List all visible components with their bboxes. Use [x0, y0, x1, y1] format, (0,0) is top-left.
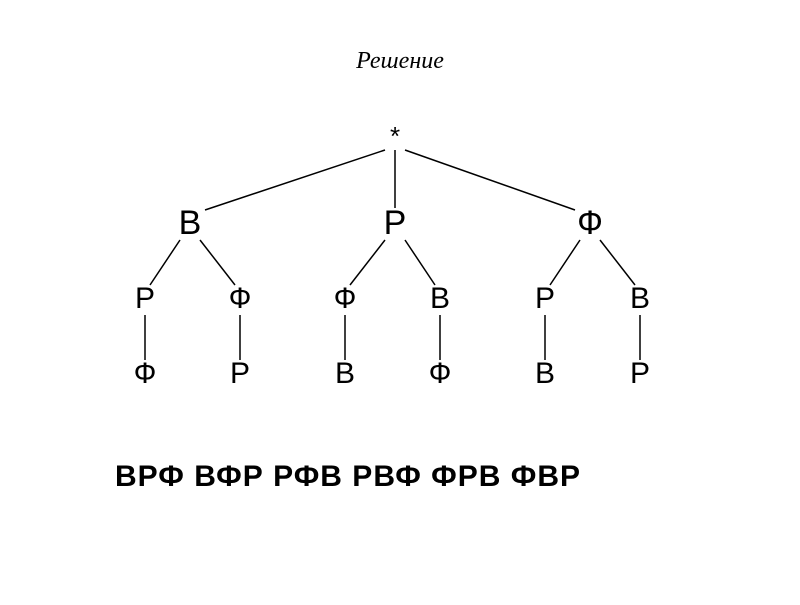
svg-text:Ф: Ф	[577, 204, 603, 242]
svg-text:Р: Р	[384, 204, 407, 242]
svg-text:Р: Р	[630, 357, 650, 390]
svg-text:Ф: Ф	[429, 357, 452, 390]
tree-diagram: * В Р Ф Р Ф Ф В Р В Ф Р В Ф В Р	[0, 0, 800, 605]
svg-text:Р: Р	[135, 282, 155, 315]
svg-text:Р: Р	[535, 282, 555, 315]
svg-text:Ф: Ф	[134, 357, 157, 390]
svg-text:В: В	[535, 357, 555, 390]
svg-text:Ф: Ф	[229, 282, 252, 315]
svg-text:В: В	[430, 282, 450, 315]
svg-text:В: В	[179, 204, 202, 242]
svg-text:*: *	[390, 121, 400, 151]
svg-text:В: В	[630, 282, 650, 315]
svg-text:Ф: Ф	[334, 282, 357, 315]
permutations-text: ВРФ ВФР РФВ РВФ ФРВ ФВР	[115, 460, 581, 494]
svg-text:В: В	[335, 357, 355, 390]
svg-text:Р: Р	[230, 357, 250, 390]
